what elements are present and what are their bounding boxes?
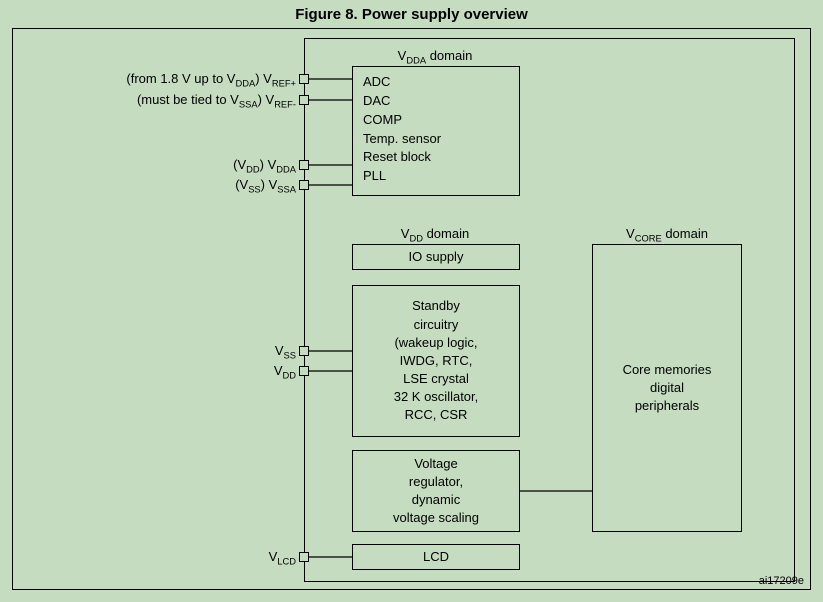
vdd-domain-label: VDD domain	[370, 226, 500, 241]
pin-vssa	[299, 180, 309, 190]
vdda-line: COMP	[363, 111, 509, 130]
pin-vrefm	[299, 95, 309, 105]
vdda-domain-label: VDDA domain	[370, 48, 500, 63]
standby-box: Standby circuitry (wakeup logic, IWDG, R…	[352, 285, 520, 437]
vreg-box: Voltage regulator, dynamic voltage scali…	[352, 450, 520, 532]
pin-vrefp	[299, 74, 309, 84]
vlcd-label: VLCD	[226, 549, 296, 564]
vdda-line: ADC	[363, 73, 509, 92]
pin-vdda	[299, 160, 309, 170]
lcd-label: LCD	[423, 548, 449, 566]
vssa-label: (VSS) VSSA	[160, 177, 296, 192]
vrefp-label: (from 1.8 V up to VDDA) VREF+	[62, 71, 296, 86]
vrefm-label: (must be tied to VSSA) VREF-	[62, 92, 296, 107]
vdda-line: PLL	[363, 167, 509, 186]
vdda-box-content: ADCDACCOMPTemp. sensorReset blockPLL	[353, 67, 519, 192]
vdda-box: ADCDACCOMPTemp. sensorReset blockPLL	[352, 66, 520, 196]
vdd-label: VDD	[236, 363, 296, 378]
io-supply-box: IO supply	[352, 244, 520, 270]
figure-title: Figure 8. Power supply overview	[0, 0, 823, 27]
vcore-domain-label: VCORE domain	[592, 226, 742, 241]
standby-label: Standby circuitry (wakeup logic, IWDG, R…	[394, 297, 479, 424]
pin-vss	[299, 346, 309, 356]
pin-vdd	[299, 366, 309, 376]
lcd-box: LCD	[352, 544, 520, 570]
vdda-line: DAC	[363, 92, 509, 111]
vreg-label: Voltage regulator, dynamic voltage scali…	[393, 455, 479, 528]
vdda-line: Reset block	[363, 148, 509, 167]
vcore-label: Core memories digital peripherals	[623, 361, 712, 416]
vdda-label: (VDD) VDDA	[160, 157, 296, 172]
io-supply-label: IO supply	[409, 248, 464, 266]
vss-label: VSS	[236, 343, 296, 358]
vdda-line: Temp. sensor	[363, 130, 509, 149]
vcore-box: Core memories digital peripherals	[592, 244, 742, 532]
pin-vlcd	[299, 552, 309, 562]
